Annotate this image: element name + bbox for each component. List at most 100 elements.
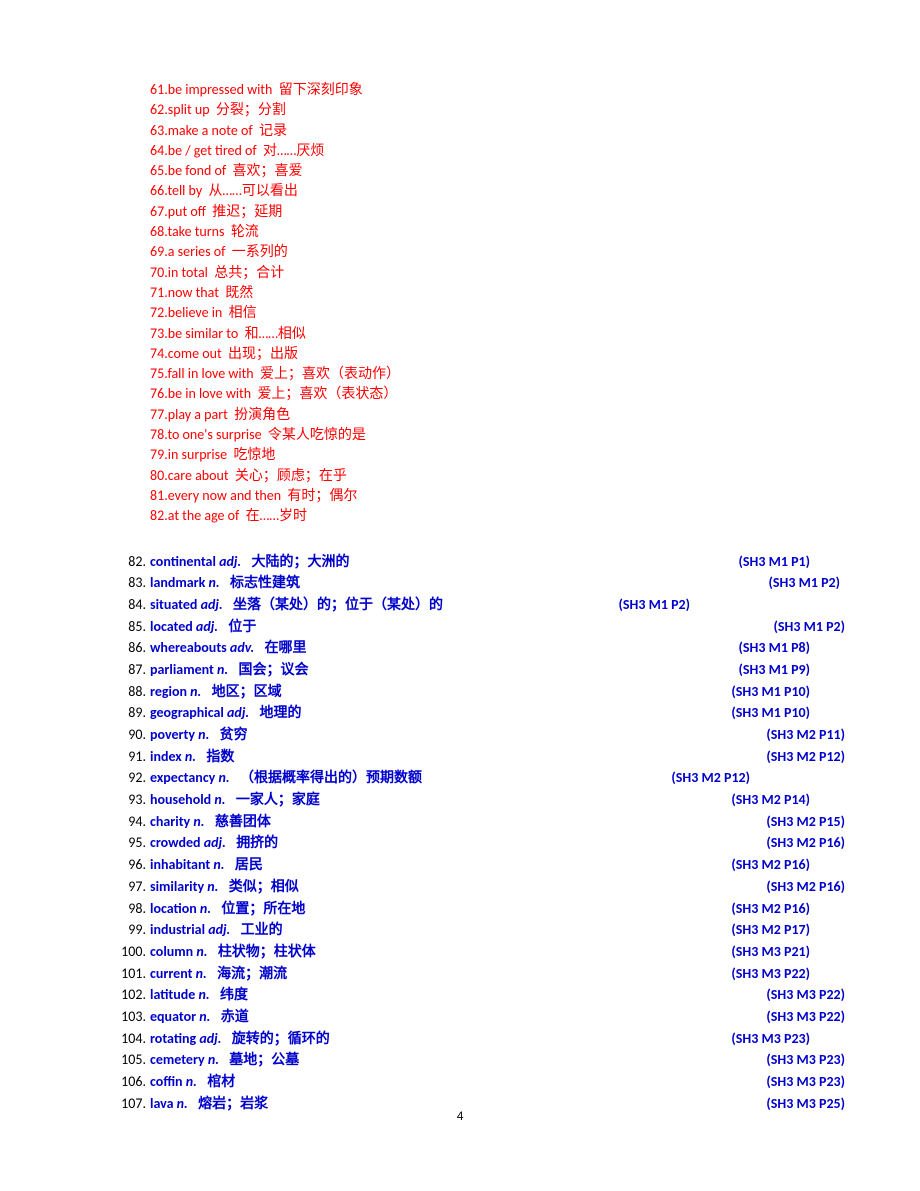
red-phrase-item: 74.come out 出现；出版	[150, 344, 810, 364]
red-item-num: 67	[150, 203, 164, 220]
vocab-word: similarity	[150, 878, 204, 895]
vocab-ref: (SH3 M3 P22)	[719, 963, 810, 985]
vocab-def: 指数	[206, 748, 234, 765]
red-item-phrase: a series of	[168, 243, 226, 260]
vocab-word: located	[150, 618, 193, 635]
vocab-def: 在哪里	[265, 639, 307, 656]
vocab-ref: (SH3 M1 P1)	[727, 551, 810, 573]
vocab-def: 国会；议会	[239, 661, 309, 678]
red-item-num: 61	[150, 81, 164, 98]
vocab-pos: n.	[192, 965, 206, 982]
red-item-phrase: be fond of	[168, 162, 226, 179]
vocab-ref: (SH3 M2 P15)	[754, 811, 845, 833]
red-item-num: 77	[150, 406, 164, 423]
red-item-num: 82	[150, 507, 164, 524]
vocab-main: household n. 一家人；家庭	[150, 789, 719, 811]
red-item-def: 令某人吃惊的是	[268, 426, 366, 443]
red-item-phrase: be similar to	[168, 325, 238, 342]
vocab-def: 大陆的；大洲的	[252, 553, 350, 570]
vocab-row: 86.whereabouts adv. 在哪里(SH3 M1 P8)	[110, 637, 810, 659]
red-item-def: 分裂；分割	[216, 101, 286, 118]
red-item-num: 74	[150, 345, 164, 362]
vocab-num: 104.	[110, 1028, 150, 1050]
vocab-word: continental	[150, 553, 216, 570]
vocab-word: current	[150, 965, 192, 982]
vocab-pos: n.	[187, 683, 201, 700]
red-item-def: 从……可以看出	[209, 182, 298, 199]
vocab-num: 86.	[110, 637, 150, 659]
vocab-num: 82.	[110, 551, 150, 573]
vocab-row: 102.latitude n. 纬度(SH3 M3 P22)	[110, 984, 810, 1006]
vocab-def: 赤道	[221, 1008, 249, 1025]
vocab-main: similarity n. 类似；相似	[150, 876, 719, 898]
vocab-word: index	[150, 748, 182, 765]
red-phrase-item: 71.now that 既然	[150, 283, 810, 303]
vocab-num: 106.	[110, 1071, 150, 1093]
vocab-main: landmark n. 标志性建筑	[150, 572, 727, 594]
vocab-ref: (SH3 M3 P23)	[719, 1028, 810, 1050]
vocab-row: 95.crowded adj. 拥挤的(SH3 M2 P16)	[110, 832, 810, 854]
vocab-word: household	[150, 791, 211, 808]
red-phrase-item: 64.be / get tired of 对……厌烦	[150, 141, 810, 161]
vocab-pos: adv.	[227, 639, 254, 656]
vocab-def: 居民	[235, 856, 263, 873]
vocab-word: situated	[150, 596, 197, 613]
red-item-phrase: play a part	[168, 406, 228, 423]
vocab-word: location	[150, 900, 197, 917]
vocab-main: crowded adj. 拥挤的	[150, 832, 719, 854]
red-item-num: 63	[150, 122, 164, 139]
vocab-pos: adj.	[216, 553, 241, 570]
red-phrase-item: 76.be in love with 爱上；喜欢（表状态）	[150, 384, 810, 404]
vocab-main: cemetery n. 墓地；公墓	[150, 1049, 719, 1071]
vocab-row: 98.location n. 位置；所在地(SH3 M2 P16)	[110, 898, 810, 920]
red-item-num: 72	[150, 304, 164, 321]
vocab-pos: adj.	[205, 921, 230, 938]
vocab-row: 83.landmark n. 标志性建筑(SH3 M1 P2)	[110, 572, 810, 594]
red-phrase-item: 68.take turns 轮流	[150, 222, 810, 242]
vocab-num: 85.	[110, 616, 150, 638]
vocab-word: column	[150, 943, 193, 960]
vocab-def: 墓地；公墓	[229, 1051, 299, 1068]
vocab-def: 地区；区域	[212, 683, 282, 700]
red-item-phrase: care about	[168, 467, 229, 484]
vocab-word: cemetery	[150, 1051, 205, 1068]
vocab-num: 102.	[110, 984, 150, 1006]
vocab-main: location n. 位置；所在地	[150, 898, 719, 920]
red-item-def: 和……相似	[245, 325, 306, 342]
red-item-phrase: fall in love with	[167, 365, 253, 382]
vocab-word: industrial	[150, 921, 205, 938]
vocab-ref: (SH3 M3 P21)	[719, 941, 810, 963]
vocab-row: 103.equator n. 赤道(SH3 M3 P22)	[110, 1006, 810, 1028]
red-item-phrase: to one's surprise	[167, 426, 261, 443]
vocab-pos: n.	[182, 748, 196, 765]
red-phrase-item: 65.be fond of 喜欢；喜爱	[150, 161, 810, 181]
vocab-main: equator n. 赤道	[150, 1006, 719, 1028]
vocab-pos: adj.	[201, 834, 226, 851]
red-item-def: 相信	[229, 304, 257, 321]
vocab-ref: (SH3 M1 P10)	[719, 681, 810, 703]
red-item-def: 出现；出版	[228, 345, 298, 362]
red-item-num: 70	[150, 264, 164, 281]
vocab-def: 拥挤的	[236, 834, 278, 851]
vocab-ref: (SH3 M2 P12)	[754, 746, 845, 768]
vocab-num: 90.	[110, 724, 150, 746]
vocab-row: 82.continental adj. 大陆的；大洲的 (SH3 M1 P1)	[110, 551, 810, 573]
vocab-pos: adj.	[224, 704, 249, 721]
vocab-num: 96.	[110, 854, 150, 876]
red-item-num: 75	[150, 365, 164, 382]
red-item-phrase: take turns	[167, 223, 224, 240]
vocab-num: 93.	[110, 789, 150, 811]
red-item-num: 64	[150, 142, 164, 159]
red-item-phrase: tell by	[167, 182, 202, 199]
vocab-word: inhabitant	[150, 856, 210, 873]
blue-vocab-list: 82.continental adj. 大陆的；大洲的 (SH3 M1 P1)83…	[110, 551, 810, 1115]
vocab-row: 87.parliament n. 国会；议会(SH3 M1 P9)	[110, 659, 810, 681]
red-phrase-item: 67.put off 推迟；延期	[150, 202, 810, 222]
red-item-num: 65	[150, 162, 164, 179]
vocab-row: 96.inhabitant n. 居民(SH3 M2 P16)	[110, 854, 810, 876]
vocab-word: expectancy	[150, 769, 215, 786]
vocab-def: 纬度	[220, 986, 248, 1003]
vocab-row: 101.current n. 海流；潮流(SH3 M3 P22)	[110, 963, 810, 985]
vocab-ref: (SH3 M3 P23)	[754, 1071, 845, 1093]
red-phrase-item: 73.be similar to 和……相似	[150, 324, 810, 344]
